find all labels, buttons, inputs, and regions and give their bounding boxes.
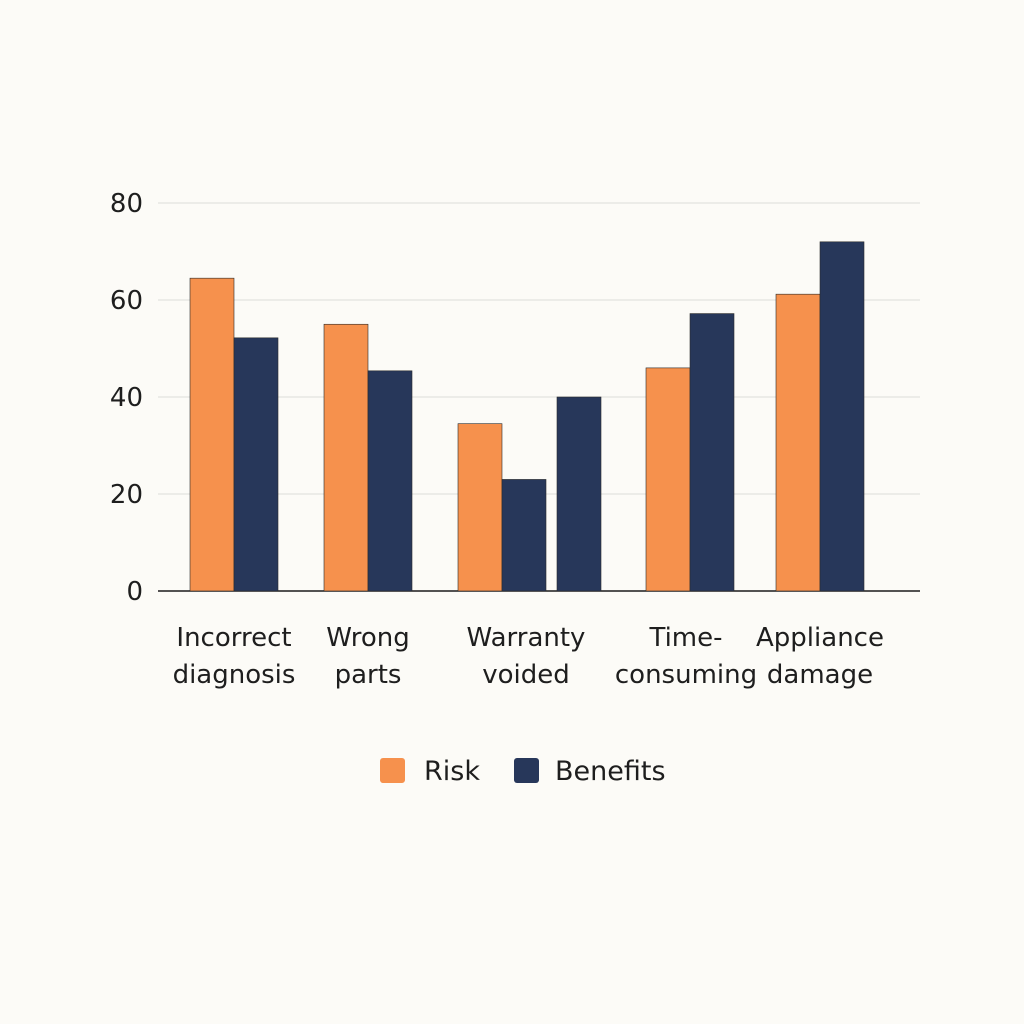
y-tick-label: 80 [110,189,143,219]
bar-risk-2 [457,423,503,592]
bar-benefits-4 [819,241,865,592]
bar-benefits-2 [501,479,547,592]
y-tick-label: 60 [110,286,143,316]
bar-risk-1 [323,323,369,592]
bar-risk-4 [775,293,821,592]
category-label: damage [767,660,873,690]
bar-benefits-0 [233,337,279,592]
category-label: diagnosis [173,660,296,690]
legend-swatch-benefits [514,758,539,783]
y-tick-label: 0 [126,577,143,607]
legend-label-risk: Risk [424,756,480,787]
category-label: Incorrect [176,623,291,653]
bar-benefits-3 [689,313,735,592]
category-label: Appliance [756,623,884,653]
y-tick-label: 20 [110,480,143,510]
category-label: Wrong [326,623,410,653]
bar-benefits-1 [367,370,413,592]
bar-risk-3 [645,367,691,592]
category-label: Time- [648,623,722,653]
legend: Risk Benefits [380,756,666,787]
category-label: Warranty [467,623,586,653]
y-tick-label: 40 [110,383,143,413]
legend-label-benefits: Benefits [555,756,666,787]
bar-risk-0 [189,277,235,592]
legend-swatch-risk [380,758,405,783]
category-label: voided [482,660,570,690]
bar-extra-benefits-2 [556,396,602,592]
category-label: consuming [615,660,757,690]
category-label: parts [335,660,402,690]
